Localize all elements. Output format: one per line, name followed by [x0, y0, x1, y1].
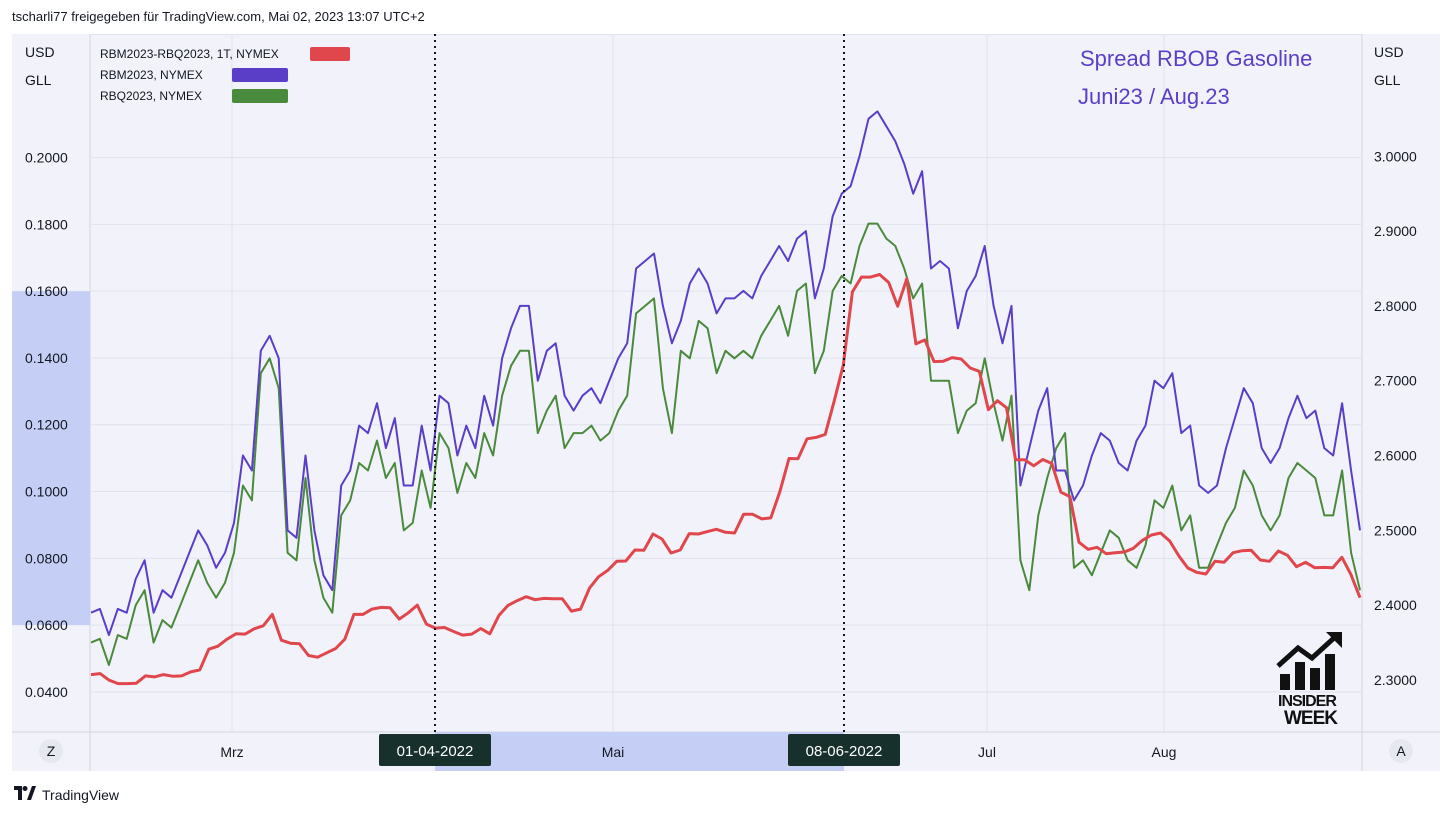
annotation-title-line1: Spread RBOB Gasoline [1080, 46, 1312, 71]
right-axis-ticks: 2.3000 2.4000 2.5000 2.6000 2.7000 2.8000 2.90… [1374, 148, 1417, 688]
right-axis-unit-line1: USD [1374, 44, 1404, 60]
left-axis-unit-line1: USD [25, 44, 55, 60]
time-tick-label: Mrz [220, 744, 243, 760]
right-axis-area[interactable] [1362, 34, 1440, 732]
time-tick-label: Mai [602, 744, 625, 760]
legend-swatch-rbq [232, 89, 288, 103]
left-tick-label: 0.0600 [25, 617, 68, 633]
logo-line1: INSIDER [1278, 693, 1337, 710]
left-tick-label: 0.0400 [25, 684, 68, 700]
rising-chart-icon [1276, 632, 1342, 690]
right-tick-label: 2.9000 [1374, 223, 1417, 239]
chart-header: tscharli77 freigegeben für TradingView.c… [12, 9, 425, 24]
left-tick-label: 0.2000 [25, 150, 68, 166]
time-axis-ticks: Mrz Mai Jul Aug [220, 744, 1176, 760]
legend-label-rbq[interactable]: RBQ2023, NYMEX [100, 89, 202, 103]
left-tick-label: 0.1200 [25, 417, 68, 433]
annotation-title-line2: Juni23 / Aug.23 [1078, 84, 1230, 109]
time-axis-highlight [435, 732, 844, 771]
spread-chart[interactable]: 0.0400 0.0600 0.0800 0.1000 0.1200 0.1400 0.16… [12, 33, 1440, 771]
gridlines [90, 34, 1362, 732]
series-line-rbq [90, 222, 1361, 666]
tradingview-logo-icon [14, 786, 36, 804]
footer: TradingView [14, 786, 119, 804]
left-axis-unit-line2: GLL [25, 72, 52, 88]
insider-week-logo: INSIDER WEEK [1276, 632, 1342, 729]
left-tick-label: 0.1600 [25, 283, 68, 299]
right-tick-label: 2.6000 [1374, 448, 1417, 464]
marker-label: 01-04-2022 [397, 743, 474, 760]
series-line-rbm [90, 110, 1361, 637]
right-scale-button[interactable]: A [1389, 739, 1413, 763]
marker-label-box [379, 734, 491, 766]
plot-area[interactable] [89, 33, 1363, 733]
left-scale-button-label[interactable]: Z [47, 743, 56, 759]
time-tick-label: Aug [1152, 744, 1177, 760]
time-tick-label: Jul [978, 744, 996, 760]
right-tick-label: 2.8000 [1374, 298, 1417, 314]
left-scale-button[interactable]: Z [39, 739, 63, 763]
right-tick-label: 3.0000 [1374, 148, 1417, 164]
right-tick-label: 2.4000 [1374, 597, 1417, 613]
date-markers: 01-04-2022 08-06-2022 [379, 34, 900, 766]
right-tick-label: 2.3000 [1374, 672, 1417, 688]
right-tick-label: 2.5000 [1374, 522, 1417, 538]
legend[interactable]: RBM2023-RBQ2023, 1T, NYMEX RBM2023, NYME… [100, 47, 350, 103]
series-lines [90, 110, 1362, 686]
right-scale-button-label[interactable]: A [1396, 743, 1406, 759]
footer-brand: TradingView [42, 787, 120, 803]
right-tick-label: 2.7000 [1374, 373, 1417, 389]
chart-container[interactable]: 0.0400 0.0600 0.0800 0.1000 0.1200 0.1400 0.16… [12, 33, 1440, 771]
marker-label: 08-06-2022 [806, 743, 883, 760]
left-tick-label: 0.0800 [25, 550, 68, 566]
legend-swatch-rbm [232, 68, 288, 82]
left-axis-ticks: 0.0400 0.0600 0.0800 0.1000 0.1200 0.1400 0.16… [25, 150, 68, 700]
left-axis-highlight [12, 291, 90, 626]
legend-label-spread[interactable]: RBM2023-RBQ2023, 1T, NYMEX [100, 47, 279, 61]
series-line-spread [90, 273, 1362, 686]
right-axis-unit-line2: GLL [1374, 72, 1401, 88]
legend-swatch-spread [310, 47, 350, 61]
marker-label-box [788, 734, 900, 766]
legend-label-rbm[interactable]: RBM2023, NYMEX [100, 68, 203, 82]
left-tick-label: 0.1800 [25, 216, 68, 232]
range-highlights [12, 291, 844, 771]
left-tick-label: 0.1400 [25, 350, 68, 366]
logo-line2: WEEK [1284, 708, 1338, 729]
left-tick-label: 0.1000 [25, 484, 68, 500]
